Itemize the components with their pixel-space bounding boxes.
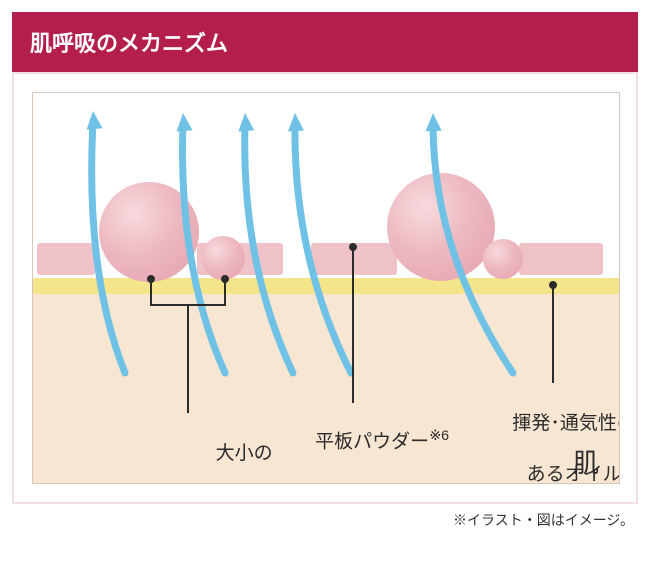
powder-sphere: [483, 239, 523, 279]
flat-label-sup: ※6: [429, 428, 449, 444]
oil-layer: [33, 278, 619, 294]
flat-powder-rect: [519, 243, 603, 275]
outer-frame: 大小の 微粒子パウダー※5 平板パウダー※6 揮発･通気性の あるオイル 肌: [12, 72, 638, 504]
title-bar: 肌呼吸のメカニズム: [12, 12, 638, 72]
title-text: 肌呼吸のメカニズム: [30, 31, 228, 56]
skin-corner-label: 肌: [573, 443, 599, 480]
flat-powder-rect: [311, 243, 397, 275]
flat-powder-label: 平板パウダー※6: [261, 401, 461, 480]
powder-sphere: [99, 182, 199, 282]
diagram-panel: 大小の 微粒子パウダー※5 平板パウダー※6 揮発･通気性の あるオイル 肌: [32, 92, 620, 484]
skin-corner-text: 肌: [573, 448, 599, 478]
footnote-text: ※イラスト・図はイメージ。: [453, 512, 634, 528]
oil-label-line1: 揮発･通気性の: [512, 413, 620, 434]
figure-container: 肌呼吸のメカニズム 大小の 微粒子パウダー※5 平板パウダー※6 揮発･通気性の…: [0, 0, 650, 530]
footnote: ※イラスト・図はイメージ。: [12, 504, 638, 530]
powder-sphere: [201, 236, 245, 280]
flat-powder-rect: [37, 243, 95, 275]
powder-sphere: [387, 173, 495, 281]
flat-label-line1: 平板パウダー: [315, 431, 429, 452]
